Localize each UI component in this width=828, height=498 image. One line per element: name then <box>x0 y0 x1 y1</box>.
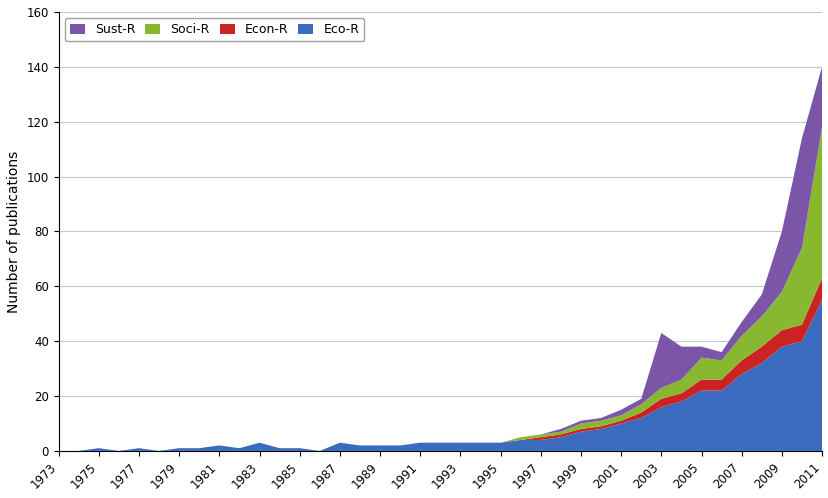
Legend: Sust-R, Soci-R, Econ-R, Eco-R: Sust-R, Soci-R, Econ-R, Eco-R <box>65 18 364 41</box>
Y-axis label: Number of publications: Number of publications <box>7 150 21 313</box>
